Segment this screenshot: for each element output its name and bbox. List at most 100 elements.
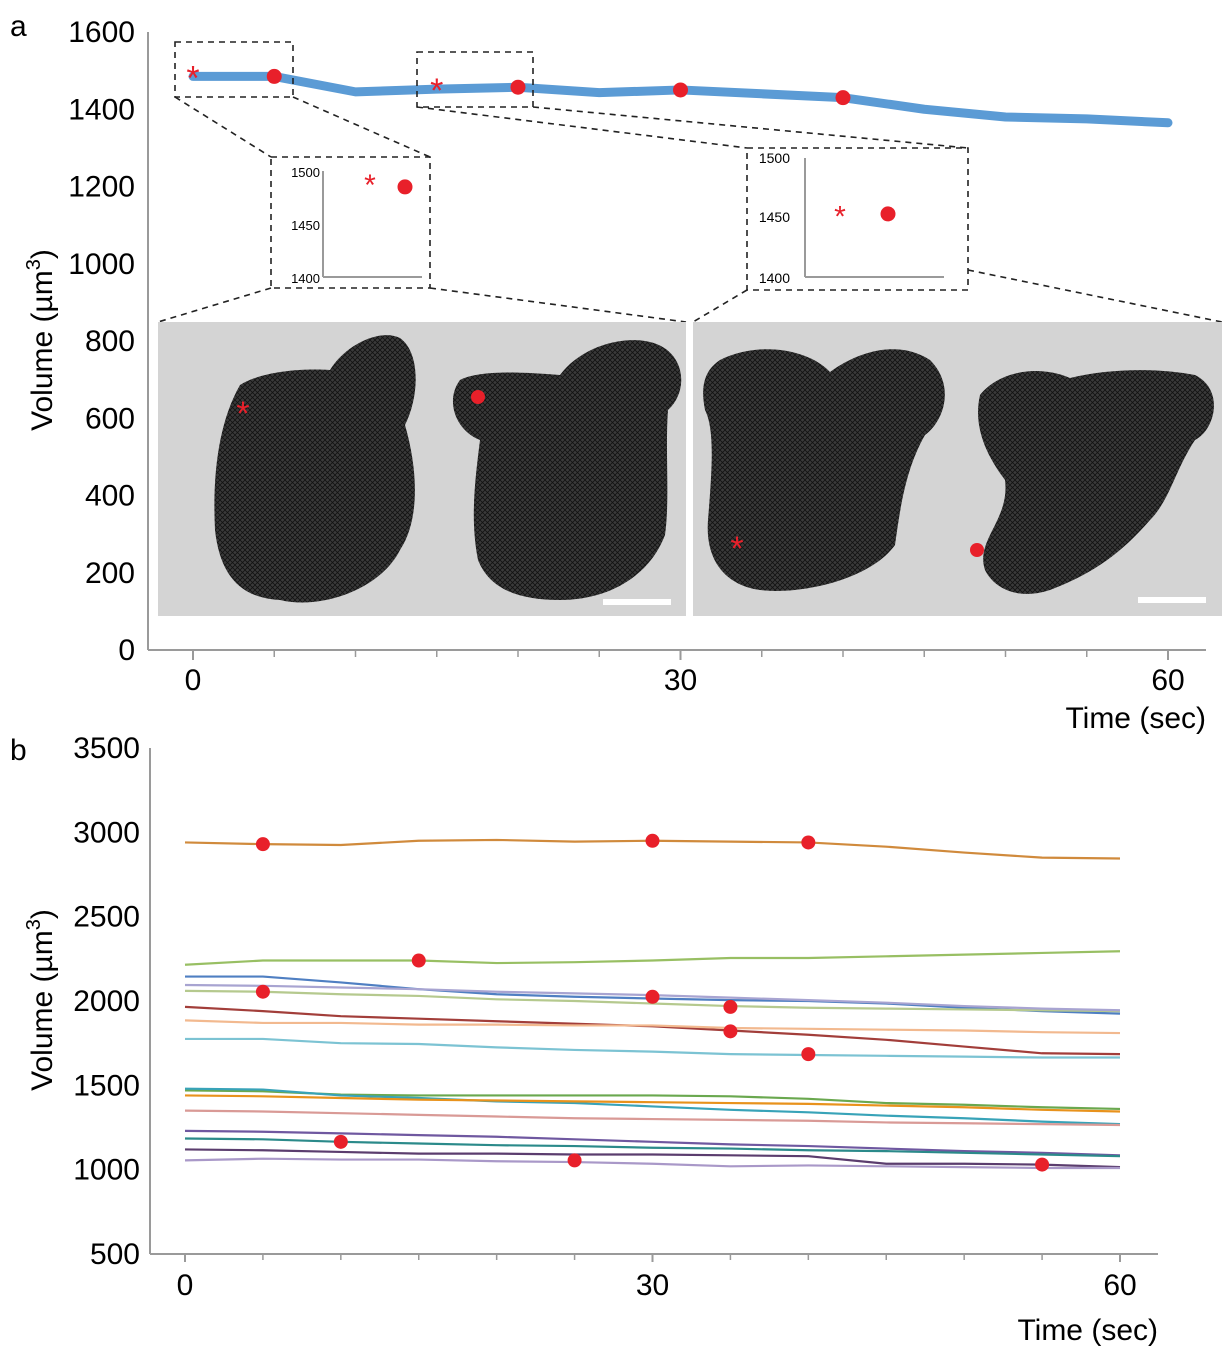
panel-a-xtick-label: 0 bbox=[185, 664, 202, 697]
panel-a-ylabel-sup: 3 bbox=[23, 259, 45, 270]
panel-b-series-line bbox=[184, 1157, 1120, 1170]
scale-bar bbox=[1138, 597, 1206, 603]
inset-1-ytick-label: 1500 bbox=[291, 165, 320, 180]
panel-a-zoom-guides bbox=[157, 41, 1223, 323]
panel-a-markers: * * bbox=[186, 59, 851, 110]
cell-mesh-image bbox=[978, 370, 1214, 594]
panel-b-dot-marker bbox=[723, 1024, 738, 1039]
panel-a-xlabel: Time (sec) bbox=[1065, 702, 1206, 735]
panel-b-series bbox=[184, 838, 1121, 1170]
cell-mesh-image bbox=[214, 335, 416, 603]
zoom-box-2 bbox=[416, 51, 534, 108]
inset-2-dot-marker bbox=[880, 206, 896, 222]
panel-a-dot-marker bbox=[835, 90, 851, 106]
panel-b-xtick-label: 60 bbox=[1103, 1269, 1136, 1302]
zoom-connector bbox=[967, 269, 1223, 323]
panel-b-dot-marker bbox=[567, 1153, 582, 1168]
panel-b-dot-marker bbox=[645, 989, 660, 1004]
inset-2-ytick-label: 1500 bbox=[759, 150, 790, 166]
panel-b-ytick-label: 2500 bbox=[73, 901, 140, 934]
inset-1-star-marker: * bbox=[364, 169, 376, 202]
inset-1-marks: * bbox=[364, 169, 413, 202]
zoom-box-1 bbox=[174, 41, 294, 98]
panel-a-x-ticks: 0 30 60 bbox=[185, 650, 1185, 697]
star-marker: * bbox=[236, 395, 249, 433]
panel-a-ytick-label: 400 bbox=[85, 480, 135, 513]
panel-a-dot-marker bbox=[266, 68, 282, 84]
panel-b-ylabel: Volume (µm3) bbox=[23, 909, 59, 1091]
panel-b-ytick-label: 3500 bbox=[73, 732, 140, 765]
panel-b-ylabel-main: Volume (µm bbox=[26, 930, 59, 1091]
panel-a-ytick-label: 200 bbox=[85, 557, 135, 590]
inset-chart-2: 1500 1450 1400 * bbox=[759, 150, 944, 286]
inset-2-marks: * bbox=[834, 201, 896, 234]
zoom-connector bbox=[692, 289, 748, 323]
scale-bar bbox=[603, 599, 671, 605]
panel-b-dot-marker bbox=[801, 835, 816, 850]
zoom-connector bbox=[292, 96, 431, 158]
zoom-connector bbox=[429, 287, 687, 323]
panel-a-x-minor-ticks bbox=[273, 650, 1088, 657]
dot-marker bbox=[471, 390, 485, 404]
panel-b-ytick-label: 500 bbox=[90, 1238, 140, 1271]
inset-2-ytick-label: 1400 bbox=[759, 270, 790, 286]
panel-b-dot-marker bbox=[801, 1047, 816, 1062]
panel-b-ytick-label: 2000 bbox=[73, 985, 140, 1018]
dot-marker bbox=[970, 543, 984, 557]
panel-b-dot-marker bbox=[645, 833, 660, 848]
panel-a-dot-marker bbox=[673, 82, 688, 98]
inset-1-dot-marker bbox=[397, 179, 413, 195]
panel-a-ylabel-main: Volume (µm bbox=[26, 270, 59, 431]
panel-b-letter: b bbox=[10, 734, 27, 767]
cell-mesh-panel-2: * bbox=[693, 322, 1222, 616]
inset-1-ytick-label: 1450 bbox=[291, 218, 320, 233]
inset-1-ytick-label: 1400 bbox=[291, 271, 320, 286]
zoom-connector bbox=[532, 106, 969, 149]
panel-a-ytick-label: 1200 bbox=[68, 171, 135, 204]
zoom-connector bbox=[416, 106, 748, 149]
panel-b-series-line bbox=[184, 950, 1121, 966]
zoom-connector bbox=[157, 287, 272, 323]
panel-b-xtick-label: 0 bbox=[177, 1269, 194, 1302]
panel-b-dot-marker bbox=[255, 837, 270, 852]
panel-a-star-marker: * bbox=[430, 72, 443, 110]
panel-a-xtick-label: 30 bbox=[664, 664, 697, 697]
panel-a-ylabel: Volume (µm3) bbox=[23, 249, 59, 431]
panel-a-letter: a bbox=[10, 10, 27, 43]
panel-b-dot-marker bbox=[1035, 1157, 1050, 1172]
panel-a-ytick-label: 600 bbox=[85, 402, 135, 435]
panel-a-ylabel-close: ) bbox=[26, 249, 59, 259]
cell-mesh-image bbox=[703, 349, 945, 591]
panel-a-ytick-label: 1400 bbox=[68, 93, 135, 126]
panel-b-series-line bbox=[184, 1087, 1121, 1126]
panel-b-ylabel-close: ) bbox=[26, 909, 59, 919]
panel-b-x-ticks: 0 30 60 bbox=[177, 1254, 1137, 1302]
panel-b-dot-marker bbox=[333, 1134, 348, 1149]
panel-b-dot-marker bbox=[255, 984, 270, 999]
panel-b-series-line bbox=[185, 1037, 1120, 1059]
panel-b-xlabel: Time (sec) bbox=[1017, 1314, 1158, 1347]
inset-chart-1: 1500 1450 1400 * bbox=[291, 165, 422, 286]
panel-b-y-ticks: 500 1000 1500 2000 2500 3000 3500 bbox=[73, 732, 140, 1271]
panel-a-ytick-label: 800 bbox=[85, 325, 135, 358]
star-marker: * bbox=[730, 530, 743, 568]
inset-2-star-marker: * bbox=[834, 201, 846, 234]
panel-a-xtick-label: 60 bbox=[1151, 664, 1184, 697]
panel-b-ytick-label: 1500 bbox=[73, 1069, 140, 1102]
panel-a-ytick-label: 1000 bbox=[68, 248, 135, 281]
panel-b-xtick-label: 30 bbox=[636, 1269, 669, 1302]
panel-a-ytick-label: 0 bbox=[118, 634, 135, 667]
panel-a-y-ticks: 0 200 400 600 800 1000 1200 1400 1600 bbox=[68, 16, 135, 667]
panel-a-dot-marker bbox=[510, 79, 526, 95]
inset-2-ytick-label: 1450 bbox=[759, 209, 790, 225]
zoom-connector bbox=[174, 96, 272, 158]
cell-mesh-image bbox=[452, 340, 682, 600]
panel-a-star-marker: * bbox=[186, 59, 199, 97]
panel-b-series-line bbox=[184, 1148, 1121, 1169]
panel-b-ytick-label: 3000 bbox=[73, 816, 140, 849]
panel-b-series-line bbox=[184, 1129, 1121, 1157]
panel-b-dot-marker bbox=[411, 953, 426, 968]
panel-a-ytick-label: 1600 bbox=[68, 16, 135, 49]
panel-b-dot-marker bbox=[723, 999, 738, 1014]
